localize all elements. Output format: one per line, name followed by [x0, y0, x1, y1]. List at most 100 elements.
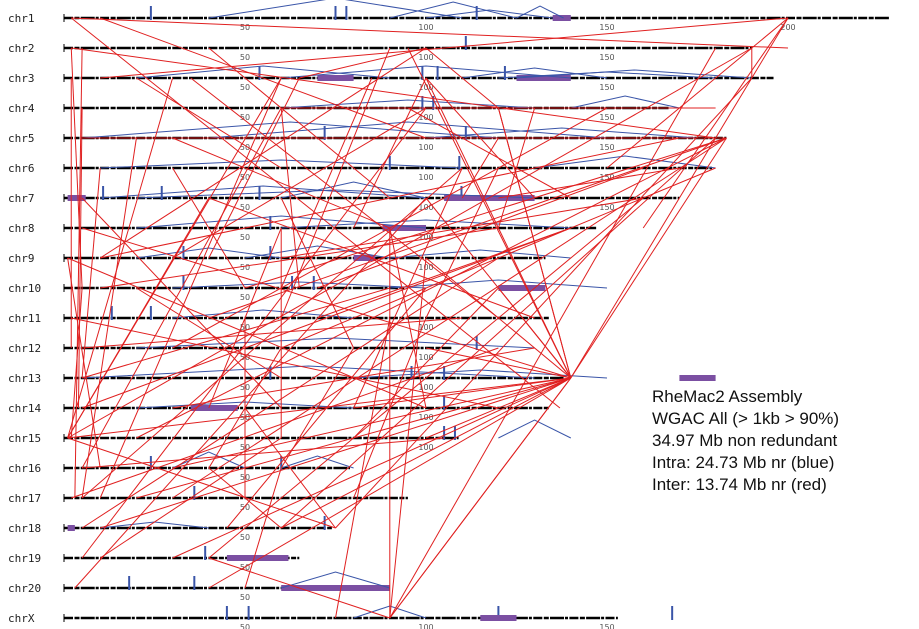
inter-duplication-link: [71, 347, 499, 499]
intra-duplication-link: [244, 245, 390, 259]
intra-duplication-link: [389, 1, 517, 19]
chromosome-label: chr18: [8, 522, 41, 535]
inter-duplication-link: [208, 47, 391, 199]
inter-duplication-link: [407, 47, 572, 379]
inter-duplication-link: [172, 137, 727, 499]
inter-duplication-link: [100, 227, 499, 289]
inter-duplication-link: [81, 227, 571, 409]
intra-duplication-link: [172, 281, 427, 289]
intra-duplication-link: [82, 121, 499, 139]
chromosome-label: chr9: [8, 252, 35, 265]
intra-links-layer: [82, 0, 752, 619]
intra-duplication-link: [281, 65, 571, 79]
inter-duplication-link: [99, 77, 282, 499]
inter-duplication-link: [99, 47, 427, 259]
inter-duplication-link: [190, 77, 499, 319]
position-tick-label: 100: [418, 353, 433, 362]
duplication-block: [281, 585, 390, 591]
inter-duplication-link: [172, 107, 427, 259]
inter-duplication-link: [81, 287, 390, 379]
position-tick-label: 50: [240, 233, 250, 242]
inter-duplication-link: [353, 287, 499, 439]
inter-duplication-link: [100, 17, 427, 139]
chromosome-label: chr19: [8, 552, 41, 565]
chromosome-chr17: chr17 50: [8, 492, 408, 512]
inter-duplication-link: [281, 197, 644, 259]
chromosome-label: chr7: [8, 192, 35, 205]
duplication-block: [226, 555, 289, 561]
chromosome-label: chr5: [8, 132, 35, 145]
inter-duplication-link: [280, 77, 373, 289]
inter-duplication-link: [208, 557, 390, 619]
inter-duplication-link: [317, 227, 571, 319]
inter-duplication-link: [81, 197, 282, 409]
inter-duplication-link: [497, 107, 572, 379]
position-tick-label: 100: [418, 143, 433, 152]
intra-duplication-link: [208, 121, 608, 139]
inter-duplication-link: [100, 137, 680, 259]
inter-duplication-link: [389, 227, 427, 409]
chromosome-label: chr2: [8, 42, 35, 55]
inter-duplication-link: [335, 317, 391, 619]
inter-duplication-link: [280, 377, 572, 529]
duplication-block: [382, 225, 426, 231]
legend-assembly: RheMac2 Assembly: [652, 387, 803, 406]
position-tick-label: 100: [418, 233, 433, 242]
intra-duplication-link: [136, 247, 282, 259]
chromosome-label: chr4: [8, 102, 35, 115]
chromosome-chr9: chr9 50 100: [8, 252, 546, 272]
chromosome-label: chr17: [8, 492, 41, 505]
inter-duplication-link: [172, 167, 246, 289]
inter-duplication-link: [389, 257, 427, 619]
duplication-block: [67, 195, 86, 201]
inter-duplication-link: [81, 257, 499, 529]
inter-duplication-link: [244, 137, 727, 289]
intra-duplication-link: [281, 181, 427, 199]
intra-duplication-link: [208, 0, 463, 19]
position-tick-label: 100: [418, 263, 433, 272]
chromosome-chrX: chrX 50 100 150: [8, 612, 618, 629]
inter-duplication-link: [172, 347, 535, 409]
position-tick-label: 150: [599, 173, 614, 182]
position-tick-label: 100: [418, 383, 433, 392]
inter-duplication-link: [136, 287, 282, 379]
intra-duplication-link: [100, 185, 427, 199]
inter-duplication-link: [498, 287, 572, 379]
legend: RheMac2 Assembly WGAC All (> 1kb > 90%) …: [652, 386, 839, 496]
inter-duplication-link: [67, 257, 427, 409]
intra-duplication-link: [136, 189, 535, 199]
intra-duplication-link: [353, 369, 608, 379]
intra-duplication-link: [425, 127, 698, 139]
chromosome-chr1: chr1 50 100 150 200: [8, 12, 890, 32]
legend-nonredundant: 34.97 Mb non redundant: [652, 431, 838, 450]
position-tick-label: 50: [240, 83, 250, 92]
inter-duplication-link: [353, 77, 427, 229]
inter-duplication-link: [67, 197, 210, 439]
inter-duplication-link: [81, 227, 571, 379]
position-tick-label: 150: [599, 143, 614, 152]
intra-duplication-link: [425, 9, 553, 19]
inter-duplication-link: [136, 77, 282, 169]
position-tick-label: 50: [240, 53, 250, 62]
position-tick-label: 100: [418, 443, 433, 452]
inter-duplication-link: [136, 137, 727, 439]
intra-duplication-link: [136, 65, 390, 79]
inter-duplication-link: [280, 47, 391, 319]
inter-duplication-link: [81, 137, 137, 499]
chromosome-label: chr20: [8, 582, 41, 595]
chromosome-chr6: chr6 50 100 150: [8, 162, 712, 182]
legend-wgac: WGAC All (> 1kb > 90%): [652, 409, 840, 428]
intra-duplication-link: [172, 451, 246, 469]
intra-duplication-link: [389, 279, 608, 289]
position-tick-label: 150: [599, 83, 614, 92]
duplication-block: [480, 615, 517, 621]
intra-duplication-link: [281, 571, 390, 589]
inter-duplication-link: [74, 197, 427, 589]
inter-duplication-link: [67, 437, 336, 529]
duplication-block: [190, 405, 238, 411]
inter-duplication-link: [244, 467, 282, 589]
intra-duplication-link: [498, 419, 572, 439]
inter-duplication-link: [461, 137, 499, 199]
